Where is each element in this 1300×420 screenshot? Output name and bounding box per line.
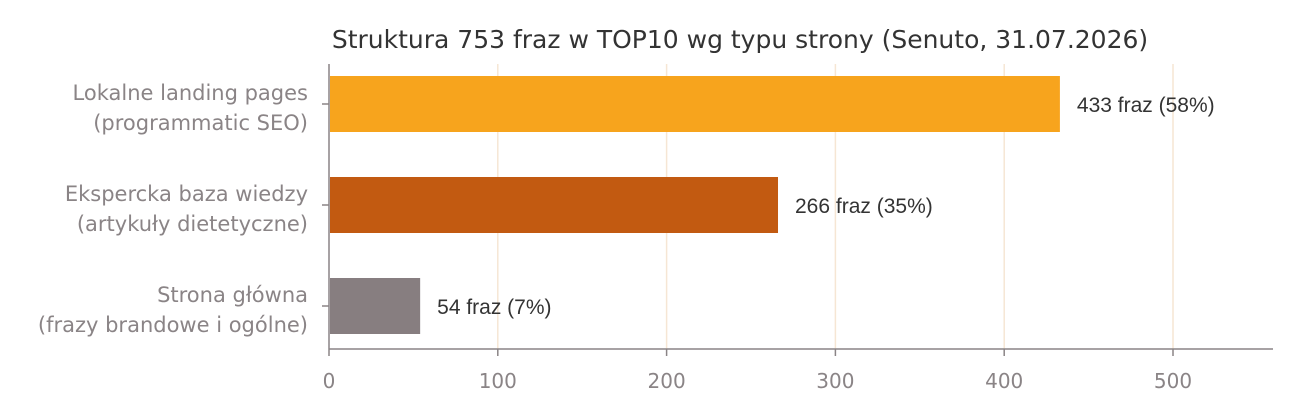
category-label-2-line-1: Ekspercka baza wiedzy	[65, 182, 308, 206]
x-tick-label-100: 100	[479, 369, 517, 393]
bars	[330, 76, 1060, 334]
labels: 0 100 200 300 400 500 433 fraz (58%) Lokalne la…	[38, 81, 1215, 393]
x-tick-label-300: 300	[816, 369, 854, 393]
category-label-1-line-2: (programmatic SEO)	[93, 111, 308, 135]
x-tick-label-400: 400	[985, 369, 1023, 393]
x-tick-label-500: 500	[1154, 369, 1192, 393]
bar-2	[330, 177, 779, 233]
category-label-1-line-1: Lokalne landing pages	[73, 81, 308, 105]
data-label-2: 266 fraz (35%)	[795, 195, 933, 218]
x-tick-label-200: 200	[648, 369, 686, 393]
category-label-3-line-2: (frazy brandowe i ogólne)	[38, 313, 308, 337]
axes	[322, 64, 1273, 356]
data-label-3: 54 fraz (7%)	[437, 296, 551, 319]
category-label-3-line-1: Strona główna	[157, 283, 308, 307]
data-label-1: 433 fraz (58%)	[1077, 94, 1215, 117]
bar-3	[330, 278, 421, 334]
chart-title: Struktura 753 fraz w TOP10 wg typu stron…	[332, 25, 1148, 54]
category-label-2-line-2: (artykuły dietetyczne)	[77, 212, 308, 236]
bar-1	[330, 76, 1060, 132]
x-tick-label-0: 0	[323, 369, 336, 393]
